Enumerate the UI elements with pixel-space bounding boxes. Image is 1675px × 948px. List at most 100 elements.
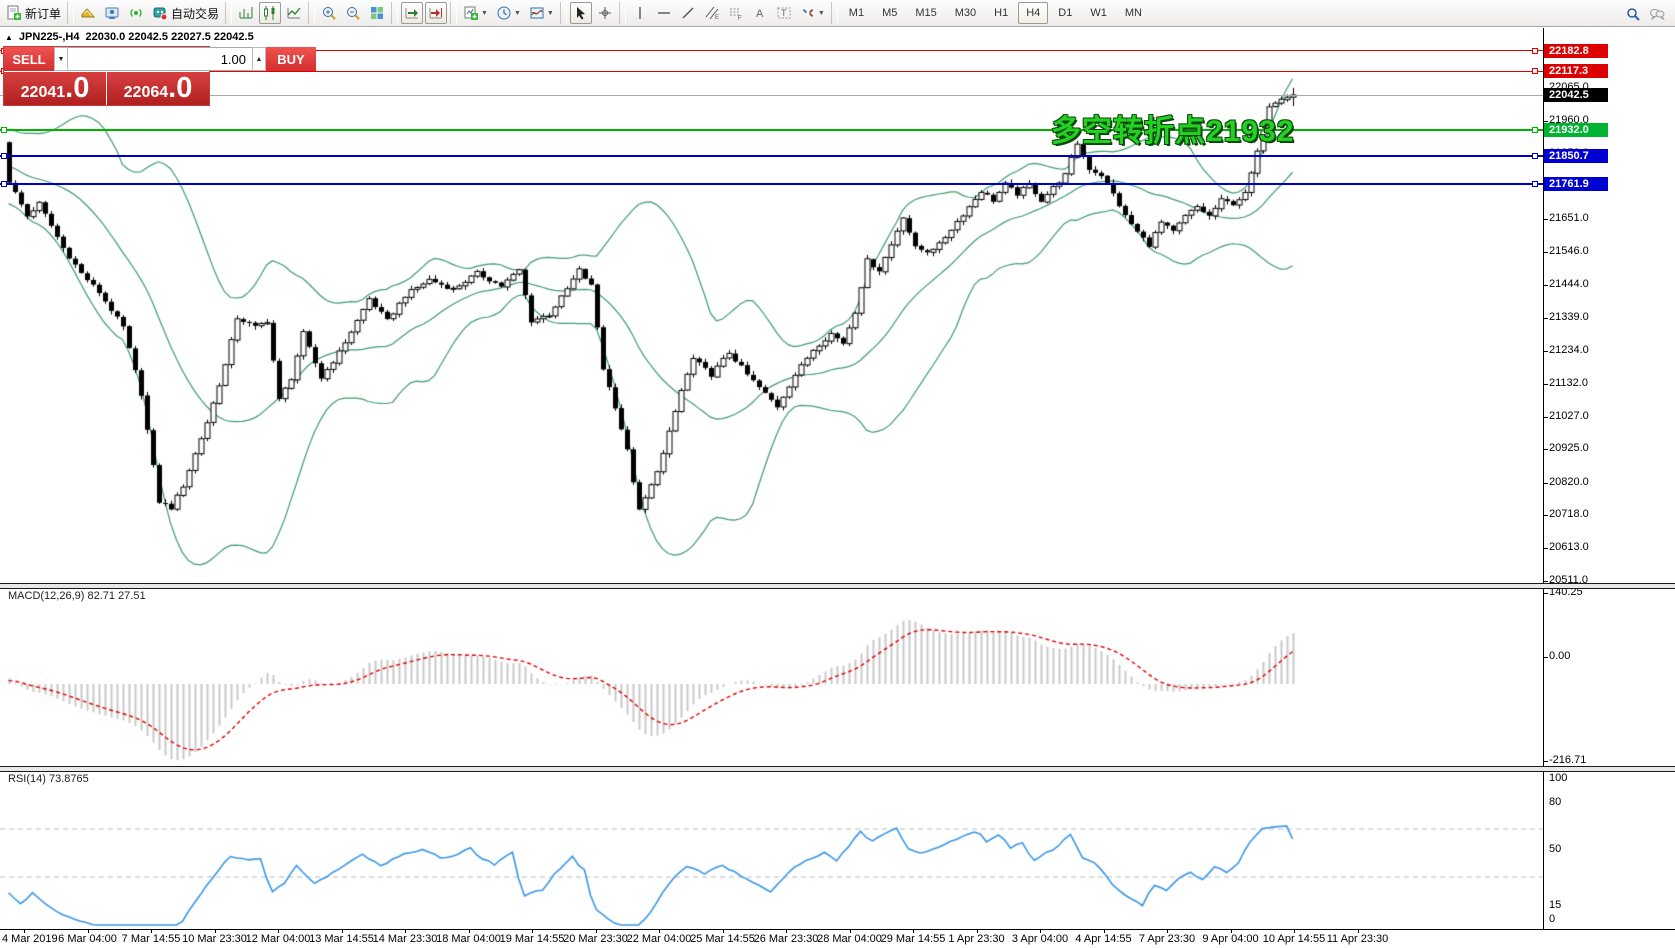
chart-shift-icon: [429, 8, 443, 19]
search-button[interactable]: [1622, 3, 1644, 25]
time-axis-label: 20 Mar 23:30: [563, 933, 628, 945]
price-axis-tick-label: 20925.0: [1549, 442, 1589, 455]
volume-up-button[interactable]: ▲: [252, 47, 266, 71]
chat-icon: [1650, 8, 1665, 20]
time-axis-label: 28 Mar 04:00: [817, 933, 882, 945]
toolbar: 新订单 自动交易: [0, 0, 1675, 27]
text-button[interactable]: A: [749, 2, 771, 24]
trendline-button[interactable]: [677, 2, 699, 24]
toolbar-separator: [391, 2, 399, 24]
svg-text:E: E: [715, 15, 719, 21]
line-selection-handle[interactable]: [1, 127, 7, 134]
macd-panel-splitter[interactable]: [0, 583, 1675, 589]
price-level-badge: 22042.5: [1544, 88, 1608, 103]
templates-button[interactable]: ▼: [526, 2, 557, 24]
line-selection-handle[interactable]: [1532, 180, 1538, 187]
arrows-button[interactable]: ▼: [797, 2, 828, 24]
time-axis-tick: [1294, 929, 1295, 933]
timeframe-mn[interactable]: MN: [1124, 7, 1142, 19]
rsi-axis-label: 100: [1549, 772, 1568, 784]
time-axis-label: 10 Apr 14:55: [1262, 933, 1326, 945]
line-chart-button[interactable]: [283, 2, 305, 24]
new-chart-button[interactable]: ▼: [460, 2, 491, 24]
chart-area[interactable]: ▲ JPN225-,H4 22030.0 22042.5 22027.5 220…: [0, 27, 1675, 948]
new-chart-icon: [464, 6, 479, 20]
sell-button[interactable]: SELL: [4, 47, 54, 71]
time-axis-label: 7 Apr 23:30: [1138, 933, 1196, 945]
time-axis-label: 3 Apr 04:00: [1011, 933, 1069, 945]
price-axis-tick: [1543, 219, 1548, 221]
chart-shift-button[interactable]: [425, 2, 448, 24]
horizontal-line-object[interactable]: [0, 129, 1543, 132]
text-label-button[interactable]: T: [773, 2, 795, 24]
bar-chart-button[interactable]: [235, 2, 257, 24]
volume-down-button[interactable]: ▼: [54, 47, 68, 71]
time-axis-tick: [468, 929, 470, 933]
price-chart-canvas[interactable]: [0, 27, 1543, 583]
fibonacci-button[interactable]: F: [725, 2, 747, 24]
volume-input[interactable]: [68, 47, 252, 71]
buy-button[interactable]: BUY: [266, 47, 316, 71]
sell-price-frac: .0: [65, 72, 90, 104]
autotrading-button[interactable]: 自动交易: [149, 2, 222, 24]
zoom-in-button[interactable]: [318, 2, 340, 24]
price-axis-tick-label: 20511.0: [1549, 573, 1588, 586]
horizontal-line-object[interactable]: [0, 182, 1543, 185]
time-axis-tick: [659, 929, 660, 933]
zoom-out-button[interactable]: [342, 2, 364, 24]
chat-button[interactable]: [1646, 3, 1668, 25]
tile-windows-button[interactable]: [366, 2, 388, 24]
crosshair-button[interactable]: [594, 2, 616, 24]
buy-price-display[interactable]: 22064.0: [107, 72, 209, 105]
timeframe-m1[interactable]: M1: [848, 7, 865, 19]
price-level-badge: 21932.0: [1544, 123, 1608, 138]
periods-button[interactable]: ▼: [493, 2, 524, 24]
auto-scroll-button[interactable]: [401, 2, 424, 24]
toolbar-separator: [450, 2, 458, 24]
market-watch-button[interactable]: [77, 2, 99, 24]
time-axis-tick: [278, 929, 279, 933]
price-level-badge: 21761.9: [1544, 176, 1608, 191]
time-axis-tick: [595, 929, 597, 933]
price-axis-tick: [1543, 351, 1548, 353]
navigator-button[interactable]: [101, 2, 123, 24]
time-axis-tick: [87, 929, 89, 933]
new-order-button[interactable]: 新订单: [3, 2, 64, 24]
timeframe-m5[interactable]: M5: [882, 7, 898, 19]
panel-collapse-arrow[interactable]: ▲: [5, 32, 13, 42]
horizontal-line-object[interactable]: [0, 50, 1543, 52]
macd-canvas[interactable]: [0, 588, 1543, 766]
horizontal-line-button[interactable]: [653, 2, 675, 24]
sell-price-display[interactable]: 22041.0: [4, 72, 106, 105]
periods-icon: [497, 6, 511, 20]
signals-button[interactable]: [125, 2, 147, 24]
equidistant-channel-icon: E: [705, 6, 719, 21]
candlestick-chart-button[interactable]: [259, 2, 282, 24]
line-selection-handle[interactable]: [1532, 47, 1538, 54]
time-axis-label: 11 Apr 23:30: [1326, 933, 1389, 945]
rsi-panel-splitter[interactable]: [0, 766, 1675, 772]
line-selection-handle[interactable]: [1532, 127, 1538, 134]
timeframe-h1[interactable]: H1: [994, 7, 1009, 19]
time-axis-tick: [786, 929, 787, 933]
timeframe-d1[interactable]: D1: [1058, 7, 1073, 19]
timeframe-m30[interactable]: M30: [954, 7, 977, 19]
line-selection-handle[interactable]: [1532, 68, 1538, 75]
cursor-button[interactable]: [569, 2, 592, 24]
rsi-canvas[interactable]: [0, 771, 1543, 929]
search-icon: [1627, 7, 1640, 21]
horizontal-line-object[interactable]: [0, 70, 1543, 72]
timeframe-m15[interactable]: M15: [915, 7, 937, 19]
line-selection-handle[interactable]: [1532, 152, 1538, 159]
equidistant-channel-button[interactable]: E: [701, 2, 723, 24]
price-axis-tick: [1543, 514, 1548, 516]
sell-price-main: 22041: [20, 84, 66, 101]
price-axis-tick: [1543, 580, 1548, 582]
timeframe-h4[interactable]: H4: [1018, 2, 1049, 24]
vertical-line-button[interactable]: [629, 2, 651, 24]
line-selection-handle[interactable]: [1, 152, 7, 159]
timeframe-w1[interactable]: W1: [1090, 7, 1107, 19]
line-selection-handle[interactable]: [1, 180, 7, 187]
horizontal-line-object[interactable]: [0, 154, 1543, 157]
text-icon: A: [756, 8, 764, 20]
